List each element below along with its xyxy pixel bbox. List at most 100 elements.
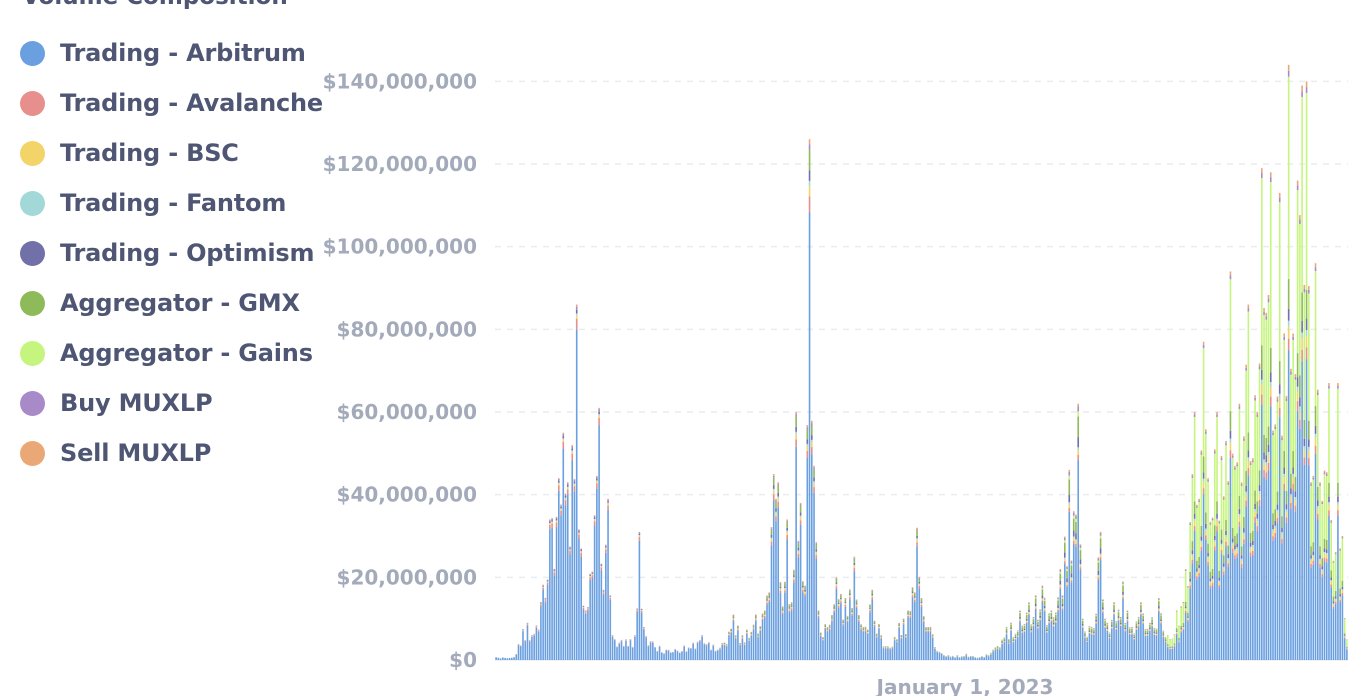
bar-segment-trading-arbitrum <box>602 594 605 660</box>
bar-segment-sell-muxlp <box>1072 511 1075 513</box>
bar-segment-aggregator-gmx <box>864 627 867 629</box>
bar-segment-trading-optimism <box>1243 528 1245 533</box>
bar-segment-buy-muxlp <box>1225 443 1227 446</box>
bar-segment-buy-muxlp <box>607 499 609 502</box>
bar-segment-sell-muxlp <box>1191 474 1194 477</box>
bar-segment-buy-muxlp <box>1126 611 1129 613</box>
bar-segment-aggregator-gmx <box>866 630 869 632</box>
bar-segment-buy-muxlp <box>1281 437 1283 441</box>
bar-segment-trading-bsc <box>1334 599 1337 602</box>
bar-segment-trading-optimism <box>1072 530 1075 537</box>
bar-segment-trading-arbitrum <box>1032 626 1035 660</box>
bar-segment-trading-arbitrum <box>824 629 827 660</box>
bar-segment-trading-bsc <box>1296 391 1299 402</box>
bar-segment-trading-optimism <box>851 611 853 613</box>
bar-segment-trading-avalanche <box>1211 583 1214 586</box>
bar-segment-trading-optimism <box>549 521 551 523</box>
bar-segment-trading-arbitrum <box>676 651 679 660</box>
bar-segment-buy-muxlp <box>797 542 800 544</box>
legend-item[interactable]: Aggregator - Gains <box>20 328 323 378</box>
bar-segment-aggregator-gmx <box>1133 634 1135 637</box>
bar-segment-trading-optimism <box>1032 622 1035 625</box>
bar-segment-aggregator-gmx <box>1283 451 1285 468</box>
bar-segment-trading-avalanche <box>1108 637 1111 639</box>
bar-segment-aggregator-gmx <box>1050 612 1053 617</box>
bar-segment-aggregator-gains <box>1245 370 1247 472</box>
bar-segment-sell-muxlp <box>1283 333 1285 337</box>
bar-segment-sell-muxlp <box>1281 435 1283 438</box>
legend-item[interactable]: Aggregator - GMX <box>20 278 323 328</box>
bar-segment-trading-arbitrum <box>544 602 547 660</box>
bar-segment-aggregator-gmx <box>732 615 735 618</box>
bar-segment-trading-fantom <box>768 597 771 599</box>
bar-segment-trading-avalanche <box>524 640 527 642</box>
bar-segment-trading-bsc <box>849 595 851 598</box>
bar-segment-trading-fantom <box>1034 606 1037 607</box>
bar-segment-sell-muxlp <box>1334 552 1337 554</box>
legend-item[interactable]: Trading - Arbitrum <box>20 28 323 78</box>
bar-segment-aggregator-gmx <box>911 588 914 592</box>
legend-item[interactable]: Trading - BSC <box>20 128 323 178</box>
bar-segment-trading-avalanche <box>1057 609 1059 612</box>
bar-segment-trading-avalanche <box>797 553 800 558</box>
bar-segment-aggregator-gmx <box>775 502 777 509</box>
bar-segment-trading-fantom <box>1258 491 1261 494</box>
bar-segment-trading-avalanche <box>1296 401 1299 411</box>
bar-segment-trading-bsc <box>1292 477 1294 484</box>
bar-segment-sell-muxlp <box>1063 536 1066 538</box>
bar-segment-sell-muxlp <box>779 582 782 583</box>
bar-segment-trading-arbitrum <box>1059 589 1062 660</box>
bar-segment-aggregator-gains <box>1066 568 1068 571</box>
bar-segment-sell-muxlp <box>1041 585 1044 587</box>
bar-segment-trading-arbitrum <box>631 647 634 660</box>
bar-segment-trading-fantom <box>1220 543 1223 546</box>
bar-segment-buy-muxlp <box>1066 567 1068 569</box>
bar-segment-trading-avalanche <box>1151 625 1153 627</box>
bar-segment-trading-arbitrum <box>716 650 719 660</box>
bar-segment-aggregator-gains <box>1095 615 1097 617</box>
bar-segment-trading-avalanche <box>1021 632 1024 634</box>
bar-segment-sell-muxlp <box>772 474 775 476</box>
bar-segment-trading-fantom <box>766 600 768 602</box>
bar-segment-aggregator-gmx <box>1153 629 1156 633</box>
bar-segment-aggregator-gains <box>1061 597 1064 599</box>
legend-item[interactable]: Trading - Fantom <box>20 178 323 228</box>
bar-segment-trading-arbitrum <box>1222 574 1225 660</box>
bar-segment-aggregator-gains <box>1301 96 1303 293</box>
bar-segment-trading-optimism <box>1278 384 1281 394</box>
bar-segment-trading-arbitrum <box>1180 632 1183 660</box>
bar-segment-trading-optimism <box>1079 559 1082 565</box>
bar-segment-trading-bsc <box>1240 560 1243 565</box>
bar-segment-sell-muxlp <box>849 589 851 591</box>
bar-segment-trading-optimism <box>564 496 567 498</box>
bar-segment-trading-arbitrum <box>634 636 636 660</box>
bar-segment-trading-avalanche <box>1240 564 1243 568</box>
bar-segment-trading-arbitrum <box>600 570 603 660</box>
bar-segment-trading-avalanche <box>535 626 538 628</box>
bar-segment-trading-bsc <box>1323 553 1326 558</box>
bar-segment-sell-muxlp <box>1200 450 1203 453</box>
bar-segment-trading-arbitrum <box>569 554 571 660</box>
legend-item[interactable]: Buy MUXLP <box>20 378 323 428</box>
bar-segment-trading-fantom <box>555 520 558 522</box>
bar-segment-aggregator-gains <box>1030 625 1033 627</box>
legend-item[interactable]: Sell MUXLP <box>20 428 323 478</box>
bar-segment-trading-bsc <box>1299 410 1301 420</box>
bar-segment-trading-bsc <box>871 596 874 598</box>
bar-segment-trading-fantom <box>1341 589 1344 591</box>
bar-segment-trading-optimism <box>819 634 822 635</box>
bar-segment-sell-muxlp <box>1256 412 1259 415</box>
bar-segment-aggregator-gmx <box>1135 623 1138 627</box>
bar-segment-trading-fantom <box>1039 617 1041 619</box>
bar-segment-trading-arbitrum <box>622 646 625 660</box>
bar-segment-trading-optimism <box>1332 601 1335 604</box>
bar-segment-aggregator-gmx <box>1272 513 1274 525</box>
bar-segment-trading-arbitrum <box>1184 612 1187 660</box>
bar-segment-aggregator-gmx <box>884 646 887 648</box>
bar-segment-trading-bsc <box>835 584 838 587</box>
bar-segment-buy-muxlp <box>1119 617 1122 619</box>
bar-segment-trading-bsc <box>1160 621 1162 623</box>
legend-item[interactable]: Trading - Avalanche <box>20 78 323 128</box>
bar-segment-trading-avalanche <box>804 593 806 597</box>
legend-item[interactable]: Trading - Optimism <box>20 228 323 278</box>
